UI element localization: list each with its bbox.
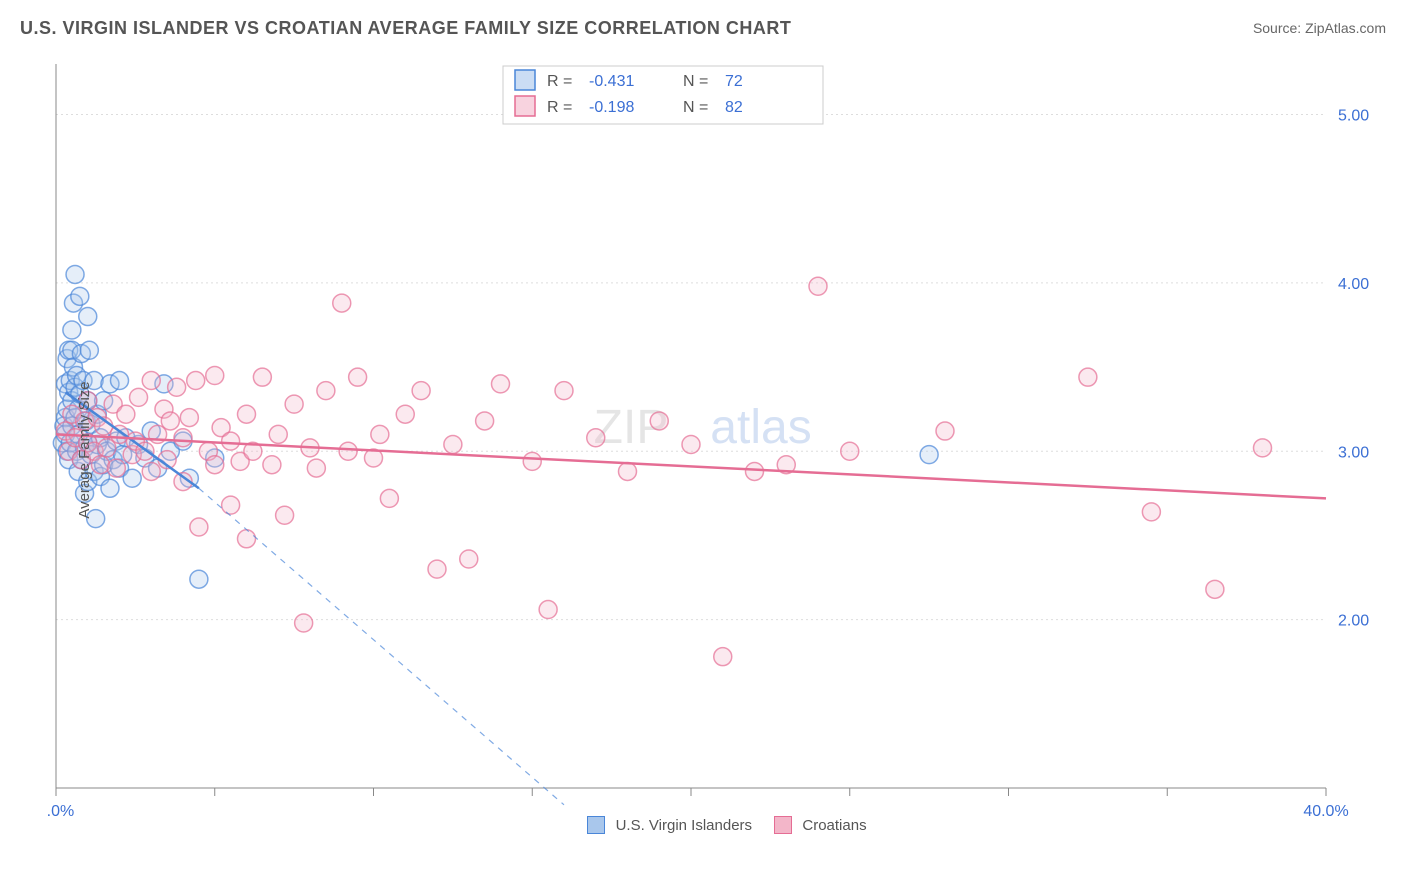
svg-text:2.00: 2.00	[1338, 613, 1369, 630]
source-label: Source:	[1253, 20, 1305, 36]
source: Source: ZipAtlas.com	[1253, 20, 1386, 38]
svg-text:-0.431: -0.431	[589, 73, 634, 90]
svg-text:72: 72	[725, 73, 743, 90]
svg-text:4.00: 4.00	[1338, 276, 1369, 293]
legend-label-1: Croatians	[802, 817, 866, 834]
svg-text:N =: N =	[683, 99, 708, 116]
svg-text:atlas: atlas	[710, 401, 811, 454]
scatter-chart: 0.0%40.0%2.003.004.005.00ZIPatlasR =-0.4…	[48, 60, 1388, 840]
legend-label-0: U.S. Virgin Islanders	[616, 817, 752, 834]
chart-title: U.S. VIRGIN ISLANDER VS CROATIAN AVERAGE…	[20, 18, 791, 39]
source-value: ZipAtlas.com	[1305, 20, 1386, 36]
svg-text:-0.198: -0.198	[589, 99, 634, 116]
chart-area: Average Family Size 0.0%40.0%2.003.004.0…	[48, 60, 1388, 840]
svg-text:R =: R =	[547, 99, 572, 116]
svg-text:N =: N =	[683, 73, 708, 90]
svg-text:R =: R =	[547, 73, 572, 90]
bottom-legend: U.S. Virgin Islanders Croatians	[48, 816, 1388, 834]
svg-text:5.00: 5.00	[1338, 108, 1369, 125]
svg-text:3.00: 3.00	[1338, 444, 1369, 461]
svg-text:82: 82	[725, 99, 743, 116]
legend-swatch-1	[774, 816, 792, 834]
y-axis-label: Average Family Size	[76, 381, 93, 518]
legend-swatch-0	[587, 816, 605, 834]
